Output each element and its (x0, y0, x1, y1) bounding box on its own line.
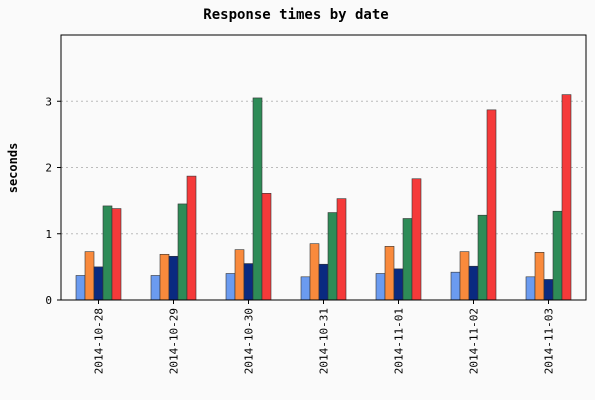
y-axis-label: seconds (6, 143, 20, 194)
bar (177, 203, 188, 301)
bar (459, 251, 470, 301)
bar (93, 266, 104, 301)
bar (534, 252, 545, 301)
bar (525, 276, 536, 301)
bar (186, 175, 197, 301)
bar (75, 275, 86, 301)
bar (234, 249, 245, 301)
bar (384, 246, 395, 301)
bar (252, 97, 263, 301)
bar (318, 263, 329, 301)
bar (486, 109, 497, 301)
bar (543, 279, 554, 301)
bar (261, 193, 272, 301)
y-axis-ticks: 0 1 2 3 (45, 95, 61, 307)
y-tick-label: 3 (45, 95, 52, 108)
bar (84, 251, 95, 301)
bar (225, 273, 236, 301)
chart-title: Response times by date (203, 7, 388, 23)
x-axis-ticks: 2014-10-28 2014-10-29 2014-10-30 2014-10-31… (93, 300, 556, 374)
bar (243, 263, 254, 301)
y-tick-label: 2 (45, 162, 52, 175)
y-tick-label: 1 (45, 228, 52, 241)
x-tick-label: 2014-11-01 (393, 308, 406, 374)
x-tick-label: 2014-10-30 (243, 308, 256, 374)
bar (336, 198, 347, 301)
bar (102, 205, 113, 301)
bar (411, 178, 422, 301)
bar (552, 210, 563, 301)
bar (477, 214, 488, 301)
bar (159, 253, 170, 301)
bar (393, 268, 404, 301)
bar (450, 271, 461, 301)
bar (300, 276, 311, 301)
x-tick-label: 2014-10-28 (93, 308, 106, 374)
x-tick-label: 2014-11-02 (468, 308, 481, 374)
x-tick-label: 2014-11-03 (543, 308, 556, 374)
bar (327, 212, 338, 301)
y-tick-label: 0 (45, 294, 52, 307)
x-tick-label: 2014-10-31 (318, 308, 331, 374)
bar (111, 208, 122, 301)
bar (561, 94, 572, 301)
bar (168, 255, 179, 301)
x-tick-label: 2014-10-29 (168, 308, 181, 374)
bar (150, 275, 161, 301)
bar (468, 265, 479, 301)
bars (75, 94, 572, 301)
gridlines (61, 100, 586, 235)
bar (402, 218, 413, 301)
bar (309, 243, 320, 301)
bar (375, 273, 386, 301)
